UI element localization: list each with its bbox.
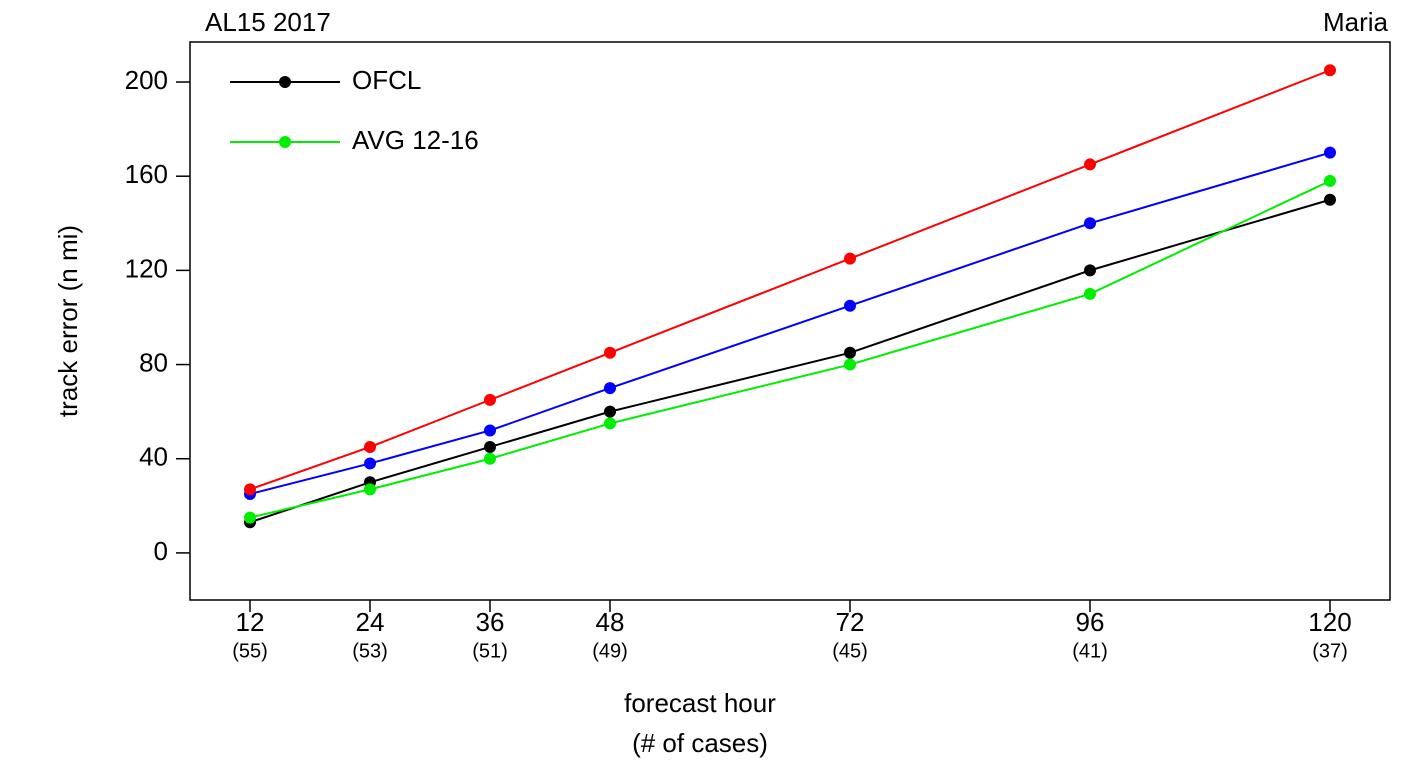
- series-point: [604, 346, 616, 359]
- series-point: [1324, 193, 1336, 206]
- series-point: [844, 346, 856, 359]
- legend-point: [279, 76, 291, 88]
- series-point: [1084, 287, 1096, 300]
- x-tick-label: 72: [836, 607, 865, 637]
- series-point: [1324, 174, 1336, 187]
- y-tick-label: 0: [154, 536, 168, 566]
- series-point: [484, 424, 496, 437]
- case-count: (37): [1312, 640, 1348, 662]
- y-tick-label: 40: [139, 442, 168, 472]
- series-point: [364, 440, 376, 453]
- case-count: (55): [232, 640, 268, 662]
- case-count: (41): [1072, 640, 1108, 662]
- series-point: [1324, 64, 1336, 77]
- legend-label: AVG 12-16: [352, 125, 479, 155]
- case-count: (53): [352, 640, 388, 662]
- series-point: [844, 299, 856, 312]
- x-axis-sublabel: (# of cases): [632, 728, 768, 758]
- series-point: [1084, 217, 1096, 230]
- x-tick-label: 24: [356, 607, 385, 637]
- x-tick-label: 120: [1308, 607, 1351, 637]
- y-tick-label: 200: [125, 65, 168, 95]
- series-line: [249, 151, 1331, 496]
- series-point: [1324, 146, 1336, 159]
- y-tick-label: 160: [125, 159, 168, 189]
- case-count: (49): [592, 640, 628, 662]
- series-point: [1084, 158, 1096, 171]
- series-point: [244, 511, 256, 524]
- series-line: [249, 198, 1331, 524]
- y-tick-label: 80: [139, 347, 168, 377]
- series-line: [249, 180, 1331, 519]
- series-point: [484, 440, 496, 453]
- series-point: [244, 483, 256, 496]
- series-point: [484, 452, 496, 465]
- series-point: [1084, 264, 1096, 277]
- x-tick-label: 96: [1076, 607, 1105, 637]
- x-axis-label: forecast hour: [624, 688, 776, 718]
- case-count: (51): [472, 640, 508, 662]
- series-point: [604, 417, 616, 430]
- plot-frame: [189, 41, 1391, 601]
- series-point: [604, 382, 616, 395]
- legend-point: [279, 136, 291, 148]
- series-point: [604, 405, 616, 418]
- series-point: [364, 457, 376, 470]
- y-axis-label: track error (n mi): [53, 225, 83, 417]
- series-point: [844, 358, 856, 371]
- x-tick-label: 48: [596, 607, 625, 637]
- legend-label: OFCL: [352, 65, 421, 95]
- series-point: [484, 393, 496, 406]
- y-tick-label: 120: [125, 253, 168, 283]
- series-point: [844, 252, 856, 265]
- x-tick-label: 36: [476, 607, 505, 637]
- x-tick-label: 12: [236, 607, 265, 637]
- case-count: (45): [832, 640, 868, 662]
- storm-name: Maria: [1323, 7, 1389, 37]
- chart-title: AL15 2017: [205, 7, 331, 37]
- series-point: [364, 483, 376, 496]
